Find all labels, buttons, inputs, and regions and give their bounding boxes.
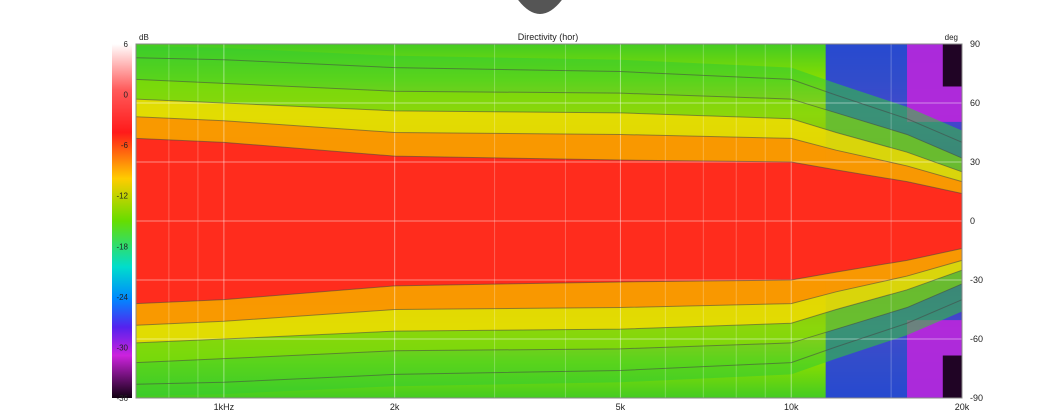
x-tick-label: 5k xyxy=(616,402,626,412)
x-tick-label: 10k xyxy=(784,402,799,412)
isobar-contour xyxy=(135,299,963,385)
colorbar-tick-label: -6 xyxy=(121,141,129,150)
isobar-contour xyxy=(135,283,963,364)
top-shape xyxy=(518,0,562,14)
isobar-contour xyxy=(135,248,963,305)
x-tick-label: 1kHz xyxy=(214,402,235,412)
y-tick-label: 30 xyxy=(970,157,980,167)
y-axis-ticks: 90 60 30 0 -30 -60 -90 xyxy=(970,39,983,403)
colorbar-gradient xyxy=(112,44,132,398)
colorbar-tick-label: 0 xyxy=(124,91,129,100)
isobar-contour xyxy=(135,78,963,159)
colorbar-tick-label: -18 xyxy=(116,242,128,251)
colorbar-tick-label: 6 xyxy=(124,40,129,49)
isobar-contour xyxy=(135,269,963,344)
y-tick-label: -30 xyxy=(970,275,983,285)
hf-null-top xyxy=(942,44,962,87)
colorbar-tick-label: -36 xyxy=(116,394,128,403)
colorbar-ticks: 6 0 -6 -12 -18 -24 -30 -36 xyxy=(116,40,128,403)
colorbar-tick-label: -30 xyxy=(116,343,128,352)
isobar-contour xyxy=(135,137,963,194)
isobar-contour xyxy=(135,57,963,143)
y-axis-unit-label: deg xyxy=(945,33,958,42)
x-tick-label: 20k xyxy=(955,402,970,412)
isobar-contour xyxy=(135,98,963,173)
isobar-contour xyxy=(135,116,963,183)
x-tick-label: 2k xyxy=(390,402,400,412)
y-tick-label: -60 xyxy=(970,334,983,344)
plot-area xyxy=(135,43,963,399)
y-tick-label: -90 xyxy=(970,393,983,403)
colorbar-tick-label: -12 xyxy=(116,192,128,201)
y-tick-label: 90 xyxy=(970,39,980,49)
colorbar xyxy=(112,44,132,398)
plot-frame xyxy=(135,43,963,399)
heatmap-band xyxy=(136,138,962,304)
chart-title: Directivity (hor) xyxy=(518,32,579,42)
y-tick-label: 60 xyxy=(970,98,980,108)
colorbar-tick-label: -24 xyxy=(116,293,128,302)
hf-null-bottom xyxy=(942,355,962,398)
x-axis-ticks: 1kHz 2k 5k 10k 20k xyxy=(214,402,970,412)
y-tick-label: 0 xyxy=(970,216,975,226)
colorbar-unit-label: dB xyxy=(139,33,149,42)
isobar-contour xyxy=(135,259,963,326)
